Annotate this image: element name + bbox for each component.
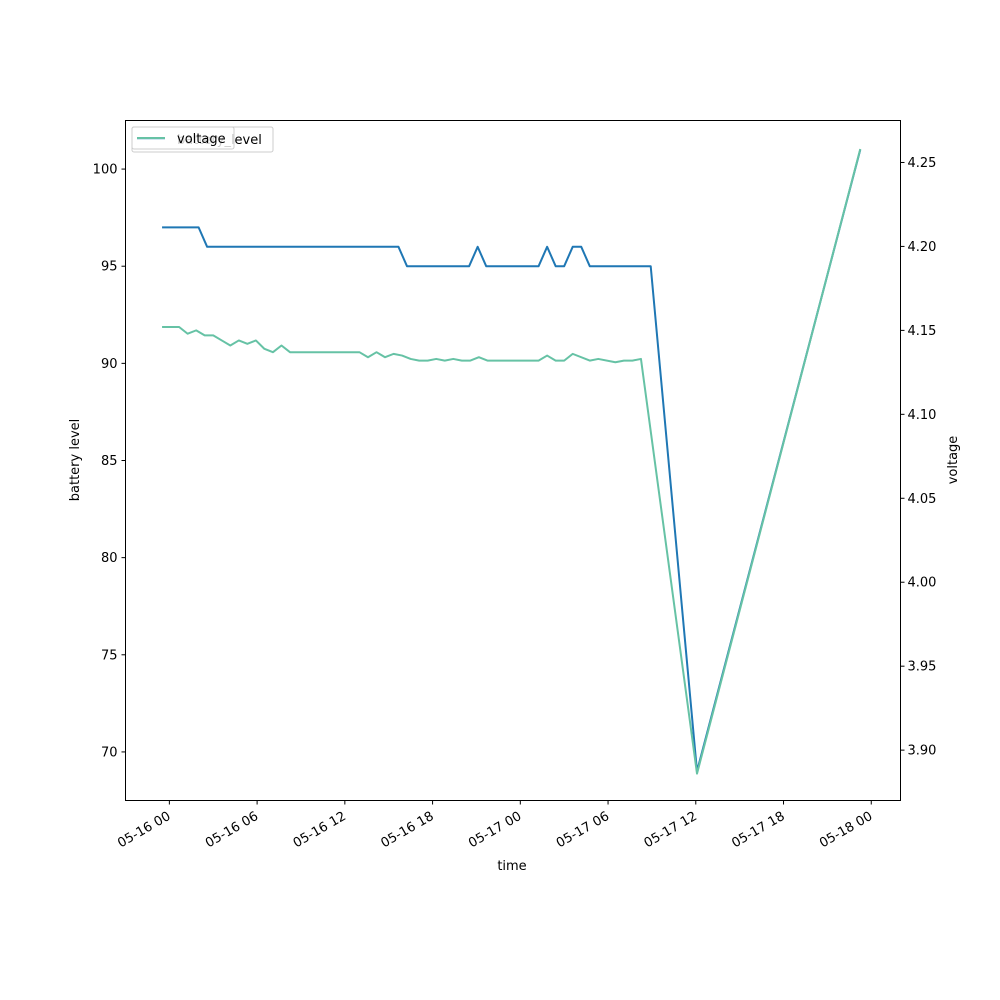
y-right-tick-label: 4.20 [908,240,937,255]
y-axis-left: 70 75 80 85 90 95 100 [93,163,126,760]
legend-voltage: voltage [131,126,235,150]
y-right-tick-label: 3.95 [908,660,937,675]
x-axis-label: time [497,859,526,874]
y-right-tick-label: 4.05 [908,492,937,507]
y-left-tick-label: 90 [101,357,118,372]
legend-box-voltage [131,126,235,150]
y-right-tick-label: 4.10 [908,408,937,423]
y-left-tick-label: 95 [101,260,118,275]
y-axis-right: 3.90 3.95 4.00 4.05 4.10 4.15 4.20 4.25 [900,156,937,759]
legend-label-voltage: voltage [177,132,226,147]
y-left-tick-label: 80 [101,551,118,566]
y-right-tick-label: 4.00 [908,576,937,591]
series-line-voltage [162,148,862,775]
series-line-battery-level [162,149,862,773]
y-right-tick-label: 4.25 [908,156,937,171]
plot-area [162,148,862,775]
y-axis-right-label: voltage [946,436,961,485]
y-right-tick-label: 3.90 [908,744,937,759]
y-left-tick-label: 100 [93,163,118,178]
y-left-tick-label: 85 [101,454,118,469]
y-right-tick-label: 4.15 [908,324,937,339]
y-axis-left-label: battery level [68,419,83,502]
y-left-tick-label: 70 [101,745,118,760]
y-left-tick-label: 75 [101,648,118,663]
